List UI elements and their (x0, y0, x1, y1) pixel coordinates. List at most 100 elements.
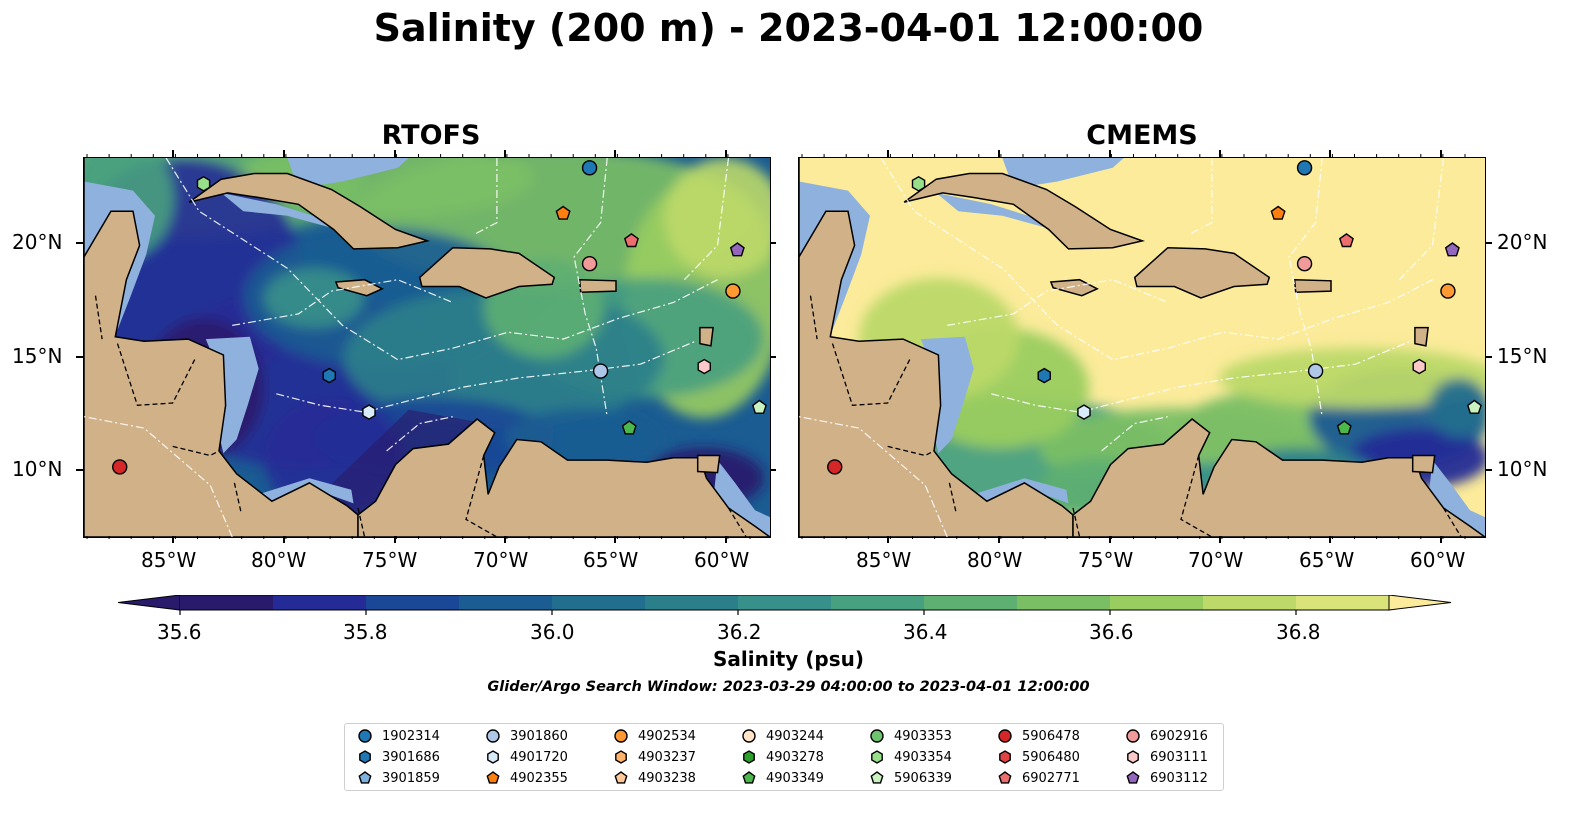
colorbar-bin (1296, 595, 1390, 610)
lon-tick-65w-right: 65°W (1299, 548, 1355, 572)
legend-item-4902534: 4902534 (613, 726, 696, 746)
lon-tick-60w-right: 60°W (1410, 548, 1466, 572)
figure-title: Salinity (200 m) - 2023-04-01 12:00:00 (373, 6, 1204, 50)
circle-marker-icon (1126, 729, 1140, 743)
legend-label: 4902355 (510, 770, 568, 786)
legend-marker-4903244 (742, 729, 756, 743)
float-marker-4903349 (621, 420, 637, 435)
legend-label: 5906339 (894, 770, 952, 786)
float-marker-4903349 (1336, 420, 1352, 435)
bahamas-shelf (1002, 158, 1124, 189)
colorbar-bin (924, 595, 1018, 610)
legend-marker-5906339 (870, 771, 884, 784)
legend-marker-4903354 (871, 750, 883, 764)
cuba-land (903, 172, 1146, 250)
legend-item-5906480: 5906480 (997, 747, 1080, 767)
pentagon-marker-icon (1126, 771, 1140, 784)
land-layer (799, 158, 1485, 537)
colorbar-bin (738, 595, 832, 610)
colorbar-bin (180, 595, 274, 610)
legend-marker-6903111 (1127, 750, 1139, 764)
legend-item-3901859: 3901859 (357, 768, 440, 788)
legend-item-4903238: 4903238 (613, 768, 696, 788)
legend-label: 1902314 (382, 728, 440, 744)
legend-marker-4901720 (487, 750, 499, 764)
hispaniola-land (1133, 246, 1271, 299)
circle-marker-icon (742, 729, 756, 743)
circle-marker-icon (358, 729, 372, 743)
circle-marker-icon (870, 729, 884, 743)
legend-item-3901686: 3901686 (357, 747, 440, 767)
legend-item-6903112: 6903112 (1125, 768, 1208, 788)
pentagon-marker-icon (358, 771, 372, 784)
lon-tick-70w-left: 70°W (473, 548, 529, 572)
pentagon-marker-icon (614, 771, 628, 784)
lon-tick-60w-left: 60°W (694, 548, 750, 572)
legend-marker-5906480 (999, 750, 1011, 764)
legend-marker-3901860 (486, 729, 500, 743)
cuba-south-shelf (221, 192, 330, 228)
colorbar-over (1388, 595, 1452, 611)
cbar-tick-36-2: 36.2 (717, 620, 762, 644)
legend-marker-6903112 (1126, 771, 1140, 784)
bahamas-shelf (287, 158, 409, 189)
colorbar (117, 595, 1452, 615)
legend-label: 4902534 (638, 728, 696, 744)
legend-marker-1902314 (358, 729, 372, 743)
float-marker-5906339 (751, 399, 767, 414)
float-marker-6902771 (623, 233, 639, 248)
political-borders (94, 295, 747, 537)
hexagon-marker-icon (743, 750, 755, 764)
legend-label: 4901720 (510, 749, 568, 765)
legend-label: 4903354 (894, 749, 952, 765)
legend-label: 5906480 (1022, 749, 1080, 765)
legend-label: 3901859 (382, 770, 440, 786)
panel-title-cmems: CMEMS (1086, 120, 1198, 151)
float-marker-4901720 (1077, 404, 1091, 420)
lat-tick-10n-left: 10°N (12, 457, 63, 481)
lat-tick-15n-left: 15°N (12, 344, 63, 368)
pentagon-marker-icon (742, 771, 756, 784)
float-marker-4902355 (1270, 205, 1286, 220)
legend-marker-3901859 (358, 771, 372, 784)
colorbar-bin (1203, 595, 1297, 610)
legend-label: 5906478 (1022, 728, 1080, 744)
float-marker-1902314 (581, 160, 598, 176)
colorbar-bin (645, 595, 739, 610)
legend-label: 4903238 (638, 770, 696, 786)
atlantic-shelf (713, 460, 770, 537)
central-america-land (799, 158, 1074, 537)
legend-label: 6902771 (1022, 770, 1080, 786)
cuba-south-shelf (936, 192, 1045, 228)
trinidad-land (696, 454, 721, 474)
rtofs-map-svg (84, 158, 770, 537)
legend-item-4903237: 4903237 (613, 747, 696, 767)
hexagon-marker-icon (871, 750, 883, 764)
legend-item-6902916: 6902916 (1125, 726, 1208, 746)
jamaica-land (334, 278, 384, 297)
land-layer (84, 158, 770, 537)
puerto-rico-land (1293, 278, 1332, 293)
pentagon-marker-icon (998, 771, 1012, 784)
float-marker-3901860 (1307, 363, 1324, 379)
cmems-map (798, 157, 1486, 538)
rtofs-map (83, 157, 771, 538)
legend-item-6903111: 6903111 (1125, 747, 1208, 767)
legend-item-4903353: 4903353 (869, 726, 952, 746)
south-america-land (357, 418, 770, 537)
legend-label: 6902916 (1150, 728, 1208, 744)
colorbar-bin (1110, 595, 1204, 610)
legend-label: 4903244 (766, 728, 824, 744)
cmems-map-svg (799, 158, 1485, 537)
lon-tick-80w-left: 80°W (251, 548, 307, 572)
atlantic-shelf (1428, 460, 1485, 537)
float-marker-6903112 (1444, 242, 1460, 257)
legend-item-4903244: 4903244 (741, 726, 824, 746)
cbar-tick-35-6: 35.6 (157, 620, 202, 644)
float-marker-6902771 (1338, 233, 1354, 248)
lon-tick-85w-left: 85°W (141, 548, 197, 572)
circle-marker-icon (998, 729, 1012, 743)
float-marker-6903111 (1412, 358, 1426, 375)
puerto-rico-land (578, 278, 617, 293)
lon-tick-65w-left: 65°W (583, 548, 639, 572)
